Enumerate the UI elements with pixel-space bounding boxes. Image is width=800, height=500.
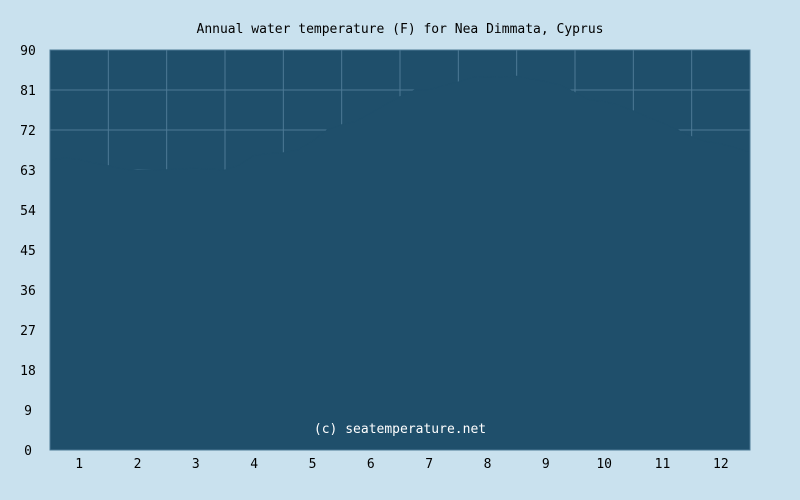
y-tick-label: 36 (20, 284, 36, 299)
y-tick-label: 18 (20, 364, 36, 379)
x-tick-label: 6 (367, 457, 375, 472)
y-tick-label: 54 (20, 204, 36, 219)
x-tick-label: 10 (596, 457, 612, 472)
y-tick-label: 45 (20, 244, 36, 259)
y-tick-label: 72 (20, 124, 36, 139)
y-tick-label: 90 (20, 44, 36, 59)
chart-title: Annual water temperature (F) for Nea Dim… (197, 22, 604, 37)
x-tick-label: 12 (713, 457, 729, 472)
x-tick-label: 11 (655, 457, 671, 472)
y-tick-label: 27 (20, 324, 36, 339)
temperature-area-series (49, 49, 751, 451)
x-tick-label: 7 (425, 457, 433, 472)
x-tick-label: 4 (250, 457, 258, 472)
x-tick-label: 1 (75, 457, 83, 472)
plot-frame (49, 49, 751, 451)
y-tick-label: 9 (24, 404, 32, 419)
x-tick-label: 2 (134, 457, 142, 472)
y-tick-label: 0 (24, 444, 32, 459)
watermark: (c) seatemperature.net (314, 422, 486, 437)
x-tick-label: 8 (484, 457, 492, 472)
x-tick-label: 9 (542, 457, 550, 472)
x-tick-label: 3 (192, 457, 200, 472)
y-tick-label: 63 (20, 164, 36, 179)
y-tick-label: 81 (20, 84, 36, 99)
temperature-area (49, 75, 751, 451)
x-tick-label: 5 (309, 457, 317, 472)
